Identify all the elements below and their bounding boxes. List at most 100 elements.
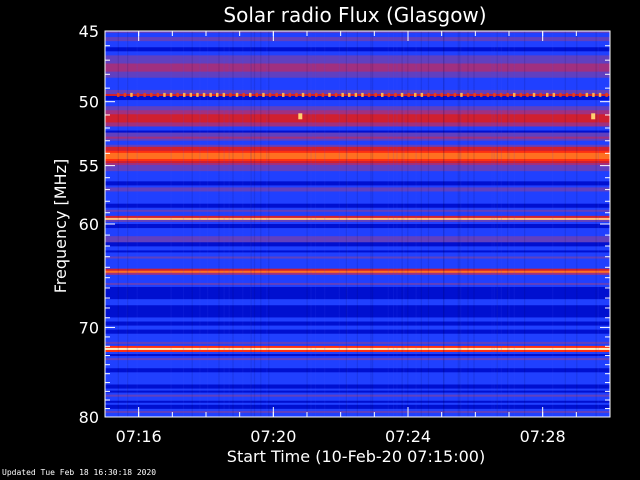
spectrogram-texture [473, 31, 475, 417]
spectrogram-row [105, 250, 610, 253]
spectrogram-row [105, 122, 610, 125]
spectrogram-row [105, 345, 610, 349]
spectrogram-texture [552, 31, 554, 417]
spectrogram-row [105, 112, 610, 115]
interference-dot [235, 92, 239, 97]
spectrogram-texture [345, 31, 347, 417]
spectrogram-row [105, 71, 610, 75]
spectrogram-row [105, 331, 610, 335]
spectrogram-texture [136, 31, 138, 417]
spectrogram-row [105, 199, 610, 203]
spectrogram-texture [314, 31, 317, 417]
spectrogram-row [105, 165, 610, 168]
y-axis: 45 50 55 60 70 80 [79, 22, 610, 427]
interference-dot [255, 92, 259, 97]
spectrogram-row [105, 118, 610, 121]
interference-dot [209, 92, 212, 97]
interference-dot [532, 92, 536, 97]
spectrogram-row [105, 205, 610, 209]
spectrogram-row [105, 374, 610, 377]
spectrogram-texture [218, 31, 220, 417]
spectrogram-row [105, 305, 610, 308]
spectrogram-row [105, 362, 610, 365]
spectrogram-row [105, 89, 610, 93]
x-tick-label: 07:20 [250, 427, 296, 446]
x-axis-label: Start Time (10-Feb-20 07:15:00) [227, 447, 485, 466]
spectrogram-texture [524, 31, 526, 417]
interference-dot [480, 92, 483, 97]
spectrogram-row [105, 177, 610, 180]
interference-dot [506, 92, 509, 97]
spectrogram-row [105, 232, 610, 235]
spectrogram-texture [266, 31, 268, 417]
interference-dot [189, 92, 193, 97]
spectrogram-row [105, 124, 610, 127]
spectrogram-row [105, 396, 610, 400]
interference-dot [414, 92, 417, 97]
y-tick-label: 50 [79, 93, 99, 112]
spectrogram-row [105, 278, 610, 282]
spectrogram-row [105, 63, 610, 66]
spectrogram-row [105, 69, 610, 73]
spectrogram-texture [260, 31, 262, 417]
spectrogram-texture [493, 31, 495, 417]
spectrogram-row [105, 382, 610, 385]
spectrogram-texture [443, 31, 445, 417]
y-tick-label: 60 [79, 215, 99, 234]
spectrogram-row [105, 146, 610, 150]
interference-dot [493, 92, 496, 97]
spectrogram-texture [500, 31, 502, 417]
spectrogram-row [105, 179, 610, 182]
spectrogram-row [105, 203, 610, 207]
x-axis: 07:16 07:20 07:24 07:28 [104, 31, 611, 446]
interference-dot [222, 92, 226, 97]
interference-dot [381, 92, 384, 97]
spectrogram-row [105, 410, 610, 414]
interference-dot [473, 92, 476, 97]
spectrogram-row [105, 260, 610, 263]
spectrogram-row [105, 150, 610, 154]
spectrogram-row [105, 266, 610, 270]
spectrogram-row [105, 224, 610, 227]
spectrogram-row [105, 195, 610, 198]
spectrogram-row [105, 329, 610, 333]
spectrogram-row [105, 45, 610, 48]
interference-dot [348, 92, 351, 97]
interference-dot [196, 92, 199, 97]
spectrogram-row [105, 79, 610, 83]
spectrogram-row [105, 93, 610, 97]
spectrogram-row [105, 394, 610, 398]
spectrogram-texture [496, 31, 498, 417]
spectrogram-row [105, 272, 610, 276]
spectrogram-row [105, 41, 610, 44]
interference-dot [262, 92, 265, 97]
spectrogram-row [105, 189, 610, 192]
spectrogram-row [105, 325, 610, 329]
spectrogram-row [105, 295, 610, 298]
y-tick-label: 55 [79, 157, 99, 176]
interference-dot [117, 92, 120, 97]
interference-dot [420, 92, 424, 97]
spectrogram-texture [597, 31, 599, 417]
spectrogram-row [105, 262, 610, 266]
spectrogram-row [105, 343, 610, 347]
spectrogram-texture [427, 31, 430, 417]
spectrogram-texture [420, 31, 422, 417]
spectrogram-row [105, 87, 610, 91]
interference-dot [315, 92, 318, 97]
spectrogram-row [105, 398, 610, 402]
spectrogram-row [105, 351, 610, 355]
spectrogram-row [105, 209, 610, 213]
spectrogram-row [105, 39, 610, 42]
spectrogram-row [105, 303, 610, 306]
interference-dot [559, 92, 562, 97]
spectrogram-texture [228, 31, 230, 417]
spectrogram-row [105, 193, 610, 196]
spectrogram-row [105, 207, 610, 211]
spectrogram-row [105, 372, 610, 375]
spectrogram-row [105, 370, 610, 373]
spectrogram-texture [356, 31, 358, 417]
spectrogram-row [105, 333, 610, 337]
spectrogram-row [105, 274, 610, 278]
